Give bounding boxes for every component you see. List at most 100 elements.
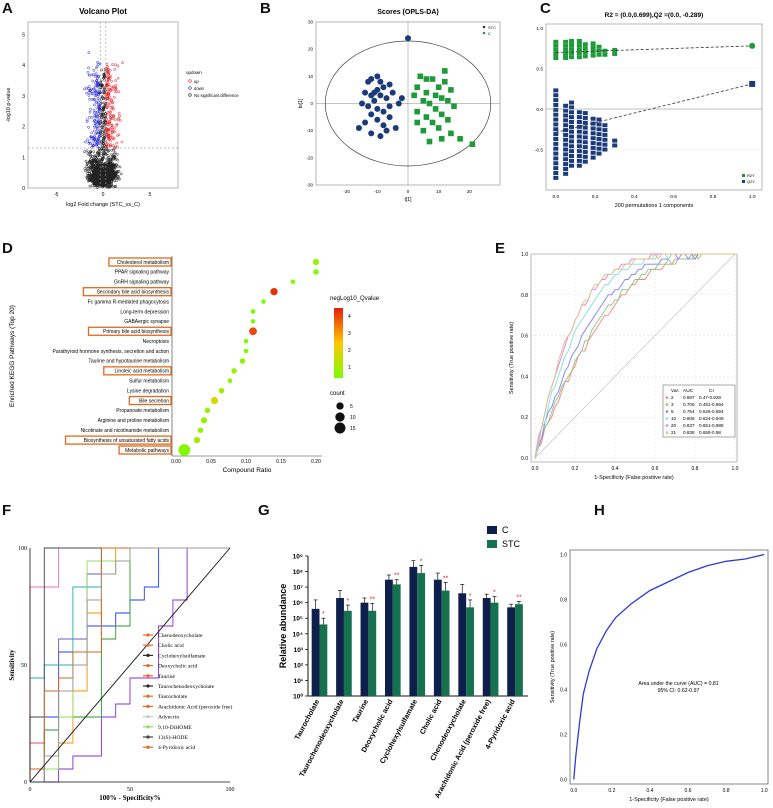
r2y-point	[553, 43, 559, 48]
scatter-point	[117, 170, 121, 173]
q2y-point	[553, 161, 559, 166]
scatter-point	[93, 176, 96, 180]
q2y-point	[602, 123, 608, 128]
scatter-point	[116, 177, 120, 181]
q2y-point	[602, 128, 608, 133]
y-tick-label: 50	[21, 663, 27, 669]
scatter-point	[88, 170, 91, 173]
enrichment-point	[249, 327, 257, 336]
scatter-point	[100, 139, 103, 143]
scatter-point	[95, 100, 98, 104]
bar	[458, 593, 467, 696]
q2y-point	[602, 147, 608, 152]
y-tick-label: 10⁷	[293, 585, 303, 592]
size-legend-marker	[334, 422, 346, 434]
r2y-point	[602, 52, 608, 57]
bar	[319, 624, 328, 696]
y-tick-label: 0.0	[521, 456, 528, 462]
c-point	[432, 92, 439, 99]
scatter-point	[93, 98, 97, 101]
scatter-point	[92, 159, 96, 163]
q2y-point	[590, 121, 596, 126]
scatter-point	[102, 179, 106, 183]
scatter-point	[100, 130, 104, 134]
scatter-point	[97, 88, 101, 91]
scatter-point	[93, 172, 96, 176]
scatter-point	[107, 78, 110, 82]
y-tick-label: 10	[308, 74, 314, 79]
q2y-point	[612, 138, 618, 143]
ci-annotation: 95% CI: 0.62-0.97	[658, 688, 700, 694]
scatter-point	[105, 65, 109, 68]
q2y-point	[576, 158, 582, 163]
c-point	[429, 119, 436, 126]
r2y-point	[582, 42, 588, 47]
enrichment-point	[227, 378, 233, 384]
enrichment-point	[178, 444, 191, 456]
stc-point	[355, 124, 362, 131]
c-point	[438, 136, 445, 142]
stc-point	[380, 122, 387, 129]
y-tick-label: 1.0	[536, 26, 543, 32]
pathway-label: Nicotinate and nicotinamide metabolism	[81, 428, 169, 434]
y-tick-label: 0.4	[560, 688, 567, 694]
panel-label-c: C	[540, 0, 551, 17]
x-axis-label: 1-Specificity (False positive rate)	[629, 797, 709, 803]
q2y-point	[563, 166, 569, 171]
c-point	[457, 136, 463, 142]
c-point	[442, 78, 448, 85]
scatter-point	[99, 106, 103, 110]
scatter-point	[106, 185, 109, 189]
q2y-point	[569, 100, 575, 105]
x-tick-label: 0.10	[241, 459, 251, 465]
y-tick-label: 0.6	[560, 643, 567, 649]
panel-label-a: A	[2, 0, 13, 17]
q2y-point	[569, 139, 575, 144]
color-tick-label: 2	[348, 348, 351, 354]
scatter-point	[113, 155, 116, 159]
r2y-point	[596, 44, 602, 49]
x-tick-label: 0	[102, 192, 105, 198]
y-tick-label: 1.0	[521, 252, 528, 258]
scatter-point	[98, 135, 101, 139]
enrichment-point	[197, 427, 204, 433]
scatter-point	[92, 119, 96, 123]
enrichment-point	[250, 309, 256, 314]
c-point	[426, 100, 433, 107]
legend-ci: 0.47-0.928	[699, 395, 721, 400]
scatter-point	[94, 172, 98, 176]
scatter-point	[105, 84, 108, 88]
scatter-point	[92, 179, 95, 183]
scatter-point	[109, 127, 112, 130]
scatter-point	[87, 173, 90, 177]
q2y-point	[596, 141, 602, 146]
legend-header: AUC	[683, 388, 694, 394]
scatter-point	[112, 85, 115, 89]
scatter-point	[101, 140, 105, 144]
roc-curve	[30, 547, 230, 783]
scatter-point	[90, 73, 94, 77]
x-tick-label: -5	[54, 192, 59, 198]
stc-point	[365, 103, 372, 110]
legend-title: updown	[186, 70, 202, 75]
x-tick-label: 1.0	[749, 194, 756, 200]
stc-point	[386, 114, 393, 121]
scatter-point	[105, 143, 109, 147]
pathway-label: Metabolic pathways	[125, 448, 169, 454]
y-tick-label: 1	[22, 155, 25, 161]
scatter-point	[88, 73, 91, 77]
legend-ci: 0.481-0.894	[699, 402, 724, 407]
scatter-point	[92, 164, 96, 167]
scatter-point	[100, 95, 104, 99]
q2y-point	[582, 115, 588, 120]
scatter-point	[93, 143, 97, 147]
diagonal-line	[534, 253, 736, 459]
scatter-point	[111, 163, 114, 167]
significance-mark: *	[346, 598, 349, 605]
scatter-point	[90, 146, 94, 149]
scatter-point	[108, 178, 111, 182]
q2y-point	[563, 137, 569, 142]
scatter-point	[102, 132, 106, 135]
legend-marker	[146, 715, 150, 719]
scatter-point	[108, 162, 112, 166]
